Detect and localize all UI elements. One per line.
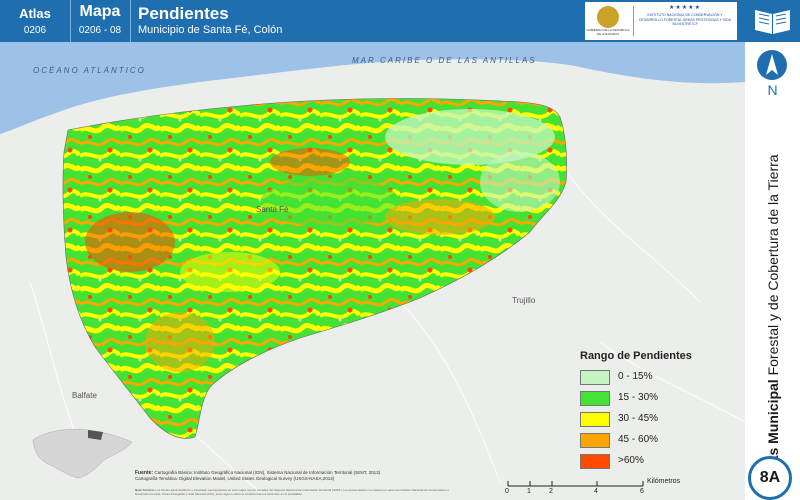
atlas-cell: Atlas 0206 <box>0 0 71 42</box>
legend-title: Rango de Pendientes <box>580 350 692 362</box>
map-canvas[interactable]: OCÉANO ATLÁNTICO MAR CARIBE O DE LAS ANT… <box>0 42 746 500</box>
sources-line1: Cartografía Básica: Instituto Geográfico… <box>154 470 381 475</box>
logo-divider <box>633 6 634 36</box>
icf-logo-text: INSTITUTO NACIONAL DE CONSERVACIÓN Y DES… <box>638 13 732 26</box>
vertical-title-rest: Forestal y de Cobertura de la Tierra <box>765 154 781 376</box>
scale-tick-label: 6 <box>640 488 644 495</box>
legend-swatch <box>580 454 610 469</box>
label-trujillo: Trujillo <box>512 296 536 305</box>
atlas-vertical-title: Atlas Municipal Forestal y de Cobertura … <box>755 82 791 482</box>
atlas-label: Atlas <box>19 6 51 21</box>
legend-swatch <box>580 391 610 406</box>
technical-notes: Nota Técnica: Los límites administrativo… <box>135 488 455 496</box>
page-title: Pendientes <box>138 4 229 23</box>
legend-item: 30 - 45% <box>580 410 740 431</box>
slope-patches <box>85 109 560 372</box>
government-seal-icon <box>597 6 619 28</box>
government-logo-text: GOBIERNO DE LA REPÚBLICA DE HONDURAS <box>586 28 630 36</box>
scale-tick-label: 2 <box>549 488 553 495</box>
scale-bar-graphic <box>507 481 644 487</box>
legend-item: >60% <box>580 452 740 473</box>
institution-logos: GOBIERNO DE LA REPÚBLICA DE HONDURAS ★★★… <box>585 2 737 40</box>
map-cell: Mapa 0206 - 08 <box>70 0 131 42</box>
sources-label: Fuente: <box>135 470 154 476</box>
legend-item: 15 - 30% <box>580 389 740 410</box>
label-oceano-atlantico: OCÉANO ATLÁNTICO <box>33 66 146 75</box>
scale-units: Kilómetros <box>647 478 681 485</box>
scale-tick-label: 4 <box>594 488 598 495</box>
legend-item: 45 - 60% <box>580 431 740 452</box>
scale-tick-label: 0 <box>505 488 509 495</box>
legend-item: 0 - 15% <box>580 368 740 389</box>
legend-label: 15 - 30% <box>618 392 659 403</box>
label-santa-fe: Santa Fé <box>256 205 289 214</box>
map-code: 0206 - 08 <box>78 25 122 36</box>
label-balfate: Balfate <box>72 391 97 400</box>
label-mar-caribe: MAR CARIBE O DE LAS ANTILLAS <box>352 56 537 65</box>
sources-text: Fuente: Cartografía Básica: Instituto Ge… <box>135 470 455 482</box>
scale-bar: 0 1 2 4 6 Kilómetros <box>500 478 680 498</box>
legend-label: 0 - 15% <box>618 371 653 382</box>
book-icon-box <box>745 0 800 42</box>
slope-legend: Rango de Pendientes 0 - 15% 15 - 30% 30 … <box>580 350 740 473</box>
legend-label: 45 - 60% <box>618 434 659 445</box>
legend-swatch <box>580 412 610 427</box>
sources-line2: Cartografía Temática: Digital Elevation … <box>135 476 335 481</box>
right-sidebar: N Atlas Municipal Forestal y de Cobertur… <box>745 42 800 500</box>
honduras-outline <box>32 429 133 479</box>
notes-label: Nota Técnica: <box>135 488 155 492</box>
notes-text: Los límites administrativos y forestales… <box>135 488 449 496</box>
north-letter: N <box>767 82 778 98</box>
colon-highlight <box>88 430 103 440</box>
legend-label: 30 - 45% <box>618 413 659 424</box>
stars-icon: ★★★★★ <box>669 5 701 11</box>
map-number-badge: 8A <box>748 456 792 500</box>
atlas-code: 0206 <box>23 25 47 36</box>
legend-label: >60% <box>618 455 644 466</box>
header-bar: Atlas 0206 Mapa 0206 - 08 Pendientes Mun… <box>0 0 745 42</box>
page-subtitle: Municipio de Santa Fé, Colón <box>138 24 283 36</box>
north-arrow-icon <box>757 50 787 80</box>
sea-area <box>0 42 745 134</box>
map-label: Mapa <box>79 3 121 20</box>
locator-inset-map <box>32 429 133 479</box>
open-book-icon <box>755 10 790 34</box>
legend-swatch <box>580 370 610 385</box>
scale-tick-label: 1 <box>527 488 531 495</box>
legend-swatch <box>580 433 610 448</box>
map-svg <box>0 42 746 500</box>
